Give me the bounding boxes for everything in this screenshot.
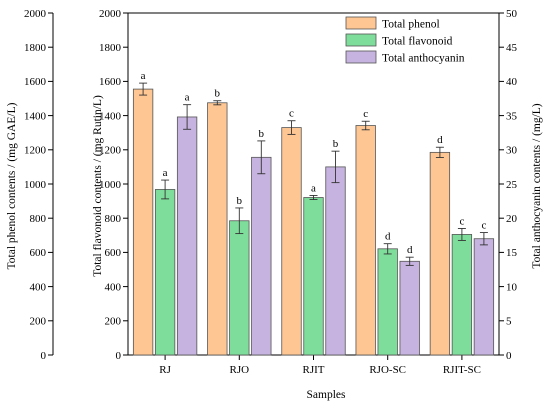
bar [132, 88, 154, 356]
right-axis-tick-label: 20 [506, 213, 518, 225]
x-axis-tick-label: RJIT-SC [443, 364, 481, 376]
x-axis-tick-label: RJO-SC [369, 364, 406, 376]
inner-left-axis-tick-label: 400 [105, 281, 122, 293]
legend-swatch [345, 33, 377, 47]
outer-left-axis-tick-label: 1200 [24, 145, 47, 157]
bar [154, 189, 176, 356]
outer-left-axis-tick-label: 400 [30, 281, 47, 293]
x-axis-tick-label: RJO [230, 364, 250, 376]
significance-label: a [185, 92, 190, 104]
outer-left-axis-title: Total phenol contents / (mg GAE/L) [6, 102, 18, 269]
bar [207, 102, 228, 356]
outer-left-axis-tick-label: 1600 [24, 76, 47, 88]
significance-label: a [311, 182, 316, 194]
legend-label: Total phenol [382, 19, 440, 31]
inner-left-axis-title: Total flavonoid contents / (mg Rutin/L) [92, 95, 104, 277]
bar [429, 151, 451, 356]
bar [303, 197, 324, 356]
bar [355, 125, 376, 356]
significance-label: c [459, 215, 464, 227]
outer-left-axis-tick-label: 0 [41, 350, 47, 362]
right-axis-tick-label: 50 [506, 8, 518, 20]
right-axis-tick-label: 35 [506, 110, 518, 122]
bar [399, 260, 420, 356]
bar [377, 248, 398, 356]
x-axis-title: Samples [307, 389, 346, 401]
outer-left-axis-tick-label: 800 [30, 213, 47, 225]
outer-left-axis-tick-label: 2000 [24, 8, 47, 20]
legend-label: Total anthocyanin [382, 53, 465, 65]
outer-left-axis-tick-label: 1800 [24, 42, 47, 54]
bar [229, 220, 250, 356]
significance-label: a [163, 167, 168, 179]
significance-label: b [259, 128, 265, 140]
inner-left-axis-tick-label: 1600 [99, 76, 122, 88]
outer-left-axis-tick-label: 200 [30, 316, 47, 328]
legend: Total phenol Total flavonoid Total anthocy… [345, 16, 465, 65]
bar [473, 238, 495, 356]
inner-left-axis-tick-label: 600 [105, 247, 122, 259]
significance-label: b [333, 138, 339, 150]
right-axis-tick-label: 25 [506, 179, 518, 191]
axis-layer: 0200400600800100012001400160018002000020… [24, 8, 518, 376]
right-axis-tick-label: 30 [506, 145, 518, 157]
significance-label: d [407, 244, 413, 256]
right-axis-tick-label: 45 [506, 42, 518, 54]
outer-left-axis-tick-label: 600 [30, 247, 47, 259]
outer-left-axis-tick-label: 1400 [24, 110, 47, 122]
significance-label: d [437, 134, 443, 146]
inner-left-axis-tick-label: 0 [116, 350, 122, 362]
x-axis-tick-label: RJ [159, 364, 171, 376]
inner-left-axis-tick-label: 1400 [99, 110, 122, 122]
x-axis-tick-label: RJIT [303, 364, 325, 376]
right-axis-tick-label: 0 [506, 350, 512, 362]
significance-label: a [141, 70, 146, 82]
inner-left-axis-tick-label: 1200 [99, 145, 122, 157]
bar [176, 116, 198, 356]
bar [251, 156, 272, 356]
inner-left-axis-tick-label: 2000 [99, 8, 122, 20]
bars-layer: a b c c d a b a d c a b b d c [132, 70, 495, 356]
inner-left-axis-tick-label: 800 [105, 213, 122, 225]
significance-label: c [481, 220, 486, 232]
bar [325, 166, 346, 356]
legend-label: Total flavonoid [382, 36, 453, 48]
bar [281, 127, 302, 356]
significance-label: c [289, 108, 294, 120]
right-axis-tick-label: 40 [506, 76, 518, 88]
right-axis-tick-label: 10 [506, 281, 518, 293]
legend-swatch [345, 50, 377, 64]
significance-label: b [237, 195, 243, 207]
significance-label: c [363, 108, 368, 120]
significance-label: b [215, 88, 221, 100]
outer-left-axis-tick-label: 1000 [24, 179, 47, 191]
significance-label: d [385, 231, 391, 243]
legend-swatch [345, 16, 377, 30]
right-axis-title: Total anthocyanin contents / (mg/L) [531, 103, 543, 268]
right-axis-tick-label: 15 [506, 247, 518, 259]
inner-left-axis-tick-label: 1000 [99, 179, 122, 191]
right-axis-tick-label: 5 [506, 316, 512, 328]
inner-left-axis-tick-label: 1800 [99, 42, 122, 54]
bar [451, 234, 473, 356]
inner-left-axis-tick-label: 200 [105, 316, 122, 328]
